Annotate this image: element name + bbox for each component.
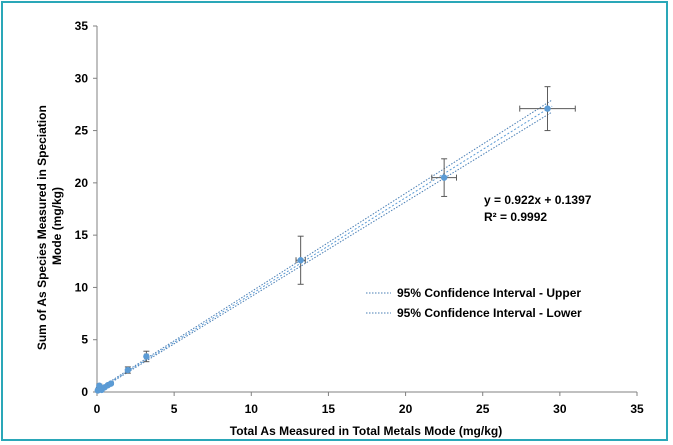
y-tick-label: 10 — [75, 280, 89, 294]
r-squared-label: R² = 0.9992 — [484, 210, 547, 224]
plot-area: 0 5 10 15 20 25 30 35 0 5 10 15 20 25 30 35 — [75, 19, 644, 416]
trendline — [96, 105, 553, 391]
y-tick-label: 15 — [75, 228, 89, 242]
y-axis-title: Sum of As Species Measured in Speciation… — [35, 102, 64, 350]
trendline-equation: y = 0.922x + 0.1397 — [484, 193, 592, 207]
y-tick-label: 0 — [81, 385, 88, 399]
data-point — [440, 174, 448, 181]
y-tick-label: 5 — [81, 333, 88, 347]
x-tick-label: 35 — [630, 402, 644, 416]
chart-frame — [1, 1, 668, 441]
x-tick-label: 30 — [553, 402, 567, 416]
y-tick-label: 30 — [75, 71, 89, 85]
x-tick-label: 0 — [94, 402, 101, 416]
y-axis-title-line-2: Mode (mg/kg) — [50, 187, 64, 265]
x-tick-label: 5 — [171, 402, 178, 416]
y-tick-label: 25 — [75, 124, 89, 138]
legend-label-lower: 95% Confidence Interval - Lower — [397, 306, 582, 320]
y-tick-label: 35 — [75, 19, 89, 33]
x-tick-label: 10 — [245, 402, 259, 416]
x-tick-label: 25 — [476, 402, 490, 416]
ci-lower-line — [96, 111, 553, 392]
x-tick-label: 20 — [399, 402, 413, 416]
data-point — [297, 257, 304, 264]
ci-upper-line — [96, 99, 553, 391]
legend: 95% Confidence Interval - Upper 95% Conf… — [366, 286, 582, 320]
y-tick-label: 20 — [75, 176, 89, 190]
data-point — [544, 105, 551, 112]
data-point — [107, 380, 115, 387]
x-axis-title: Total As Measured in Total Metals Mode (… — [230, 424, 502, 438]
data-point — [124, 366, 132, 374]
y-axis-title-line-1: Sum of As Species Measured in Speciation — [35, 105, 49, 350]
data-point — [143, 353, 150, 360]
legend-label-upper: 95% Confidence Interval - Upper — [397, 286, 581, 300]
x-tick-label: 15 — [322, 402, 336, 416]
